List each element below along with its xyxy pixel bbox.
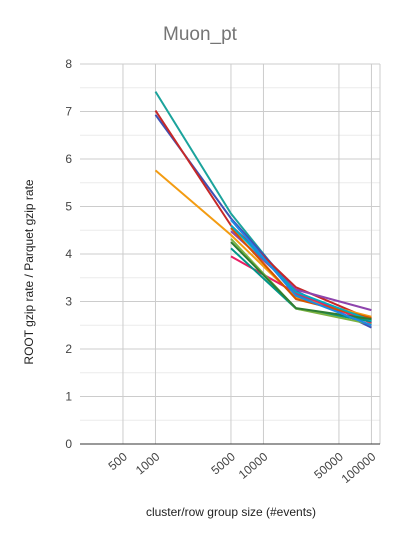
x-tick-label: 10000: [236, 449, 271, 481]
y-tick-label: 0: [65, 437, 72, 451]
y-tick-label: 5: [65, 200, 72, 214]
series-line-12: [230, 219, 372, 327]
y-tick-label: 4: [65, 247, 72, 261]
x-tick-label: 1000: [133, 449, 163, 477]
y-tick-label: 1: [65, 390, 72, 404]
y-axis-label: ROOT gzip rate / Parquet gzip rate: [22, 179, 36, 365]
y-tick-label: 2: [65, 342, 72, 356]
y-tick-label: 3: [65, 295, 72, 309]
y-tick-label: 8: [65, 57, 72, 71]
x-tick-label: 500: [106, 449, 131, 473]
x-axis-label: cluster/row group size (#events): [146, 505, 316, 519]
chart-title: Muon_pt: [163, 24, 238, 45]
y-axis-ticks: 0 1 2 3 4 5 6 7 8: [65, 57, 72, 451]
grid: [80, 63, 381, 445]
y-tick-label: 6: [65, 152, 72, 166]
series-line-10: [230, 224, 372, 322]
series-lines: [154, 91, 372, 329]
x-tick-label: 100000: [339, 449, 379, 486]
y-tick-label: 7: [65, 105, 72, 119]
x-tick-label: 5000: [208, 449, 238, 477]
